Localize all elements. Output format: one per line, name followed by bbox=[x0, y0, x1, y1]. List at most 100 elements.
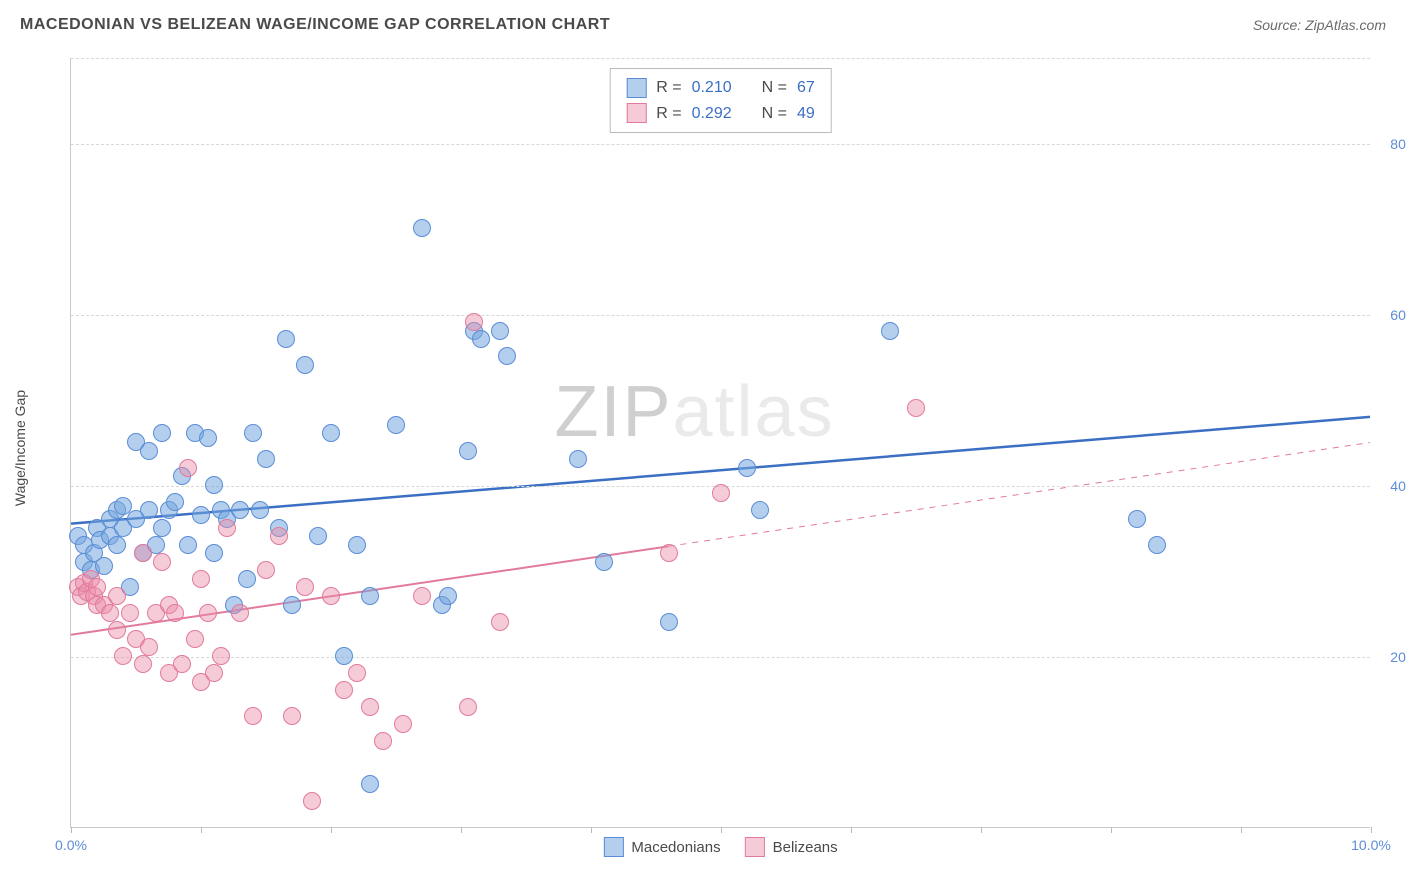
scatter-point bbox=[251, 501, 269, 519]
scatter-point bbox=[121, 604, 139, 622]
scatter-point bbox=[498, 347, 516, 365]
x-tick bbox=[1371, 827, 1372, 833]
x-tick bbox=[591, 827, 592, 833]
scatter-point bbox=[134, 655, 152, 673]
scatter-point bbox=[413, 219, 431, 237]
scatter-point bbox=[738, 459, 756, 477]
y-tick-label: 40.0% bbox=[1390, 478, 1406, 494]
scatter-point bbox=[199, 429, 217, 447]
n-label: N = bbox=[762, 101, 787, 127]
scatter-point bbox=[244, 707, 262, 725]
scatter-point bbox=[153, 553, 171, 571]
grid-line bbox=[71, 144, 1370, 145]
scatter-point bbox=[335, 681, 353, 699]
scatter-point bbox=[491, 322, 509, 340]
scatter-point bbox=[134, 544, 152, 562]
scatter-point bbox=[179, 536, 197, 554]
scatter-point bbox=[108, 536, 126, 554]
scatter-point bbox=[114, 647, 132, 665]
x-tick bbox=[1241, 827, 1242, 833]
scatter-point bbox=[413, 587, 431, 605]
x-tick bbox=[201, 827, 202, 833]
scatter-point bbox=[387, 416, 405, 434]
chart-header: MACEDONIAN VS BELIZEAN WAGE/INCOME GAP C… bbox=[20, 16, 1386, 34]
stats-row-pink: R = 0.292 N = 49 bbox=[626, 101, 815, 127]
scatter-point bbox=[751, 501, 769, 519]
legend-label-1: Macedonians bbox=[631, 839, 720, 856]
x-tick bbox=[461, 827, 462, 833]
y-tick-label: 20.0% bbox=[1390, 649, 1406, 665]
r-value-blue: 0.210 bbox=[692, 75, 732, 101]
stats-row-blue: R = 0.210 N = 67 bbox=[626, 75, 815, 101]
scatter-point bbox=[108, 587, 126, 605]
y-axis-label: Wage/Income Gap bbox=[12, 390, 28, 506]
scatter-point bbox=[881, 322, 899, 340]
scatter-plot-area: ZIPatlas R = 0.210 N = 67 R = 0.292 N = … bbox=[70, 58, 1370, 828]
swatch-pink-icon bbox=[626, 103, 646, 123]
x-tick-label: 0.0% bbox=[55, 837, 87, 853]
scatter-point bbox=[231, 604, 249, 622]
scatter-point bbox=[238, 570, 256, 588]
legend-macedonians: Macedonians bbox=[603, 837, 720, 857]
grid-line bbox=[71, 58, 1370, 59]
scatter-point bbox=[153, 519, 171, 537]
x-tick bbox=[721, 827, 722, 833]
scatter-point bbox=[192, 570, 210, 588]
grid-line bbox=[71, 657, 1370, 658]
scatter-point bbox=[303, 792, 321, 810]
scatter-point bbox=[231, 501, 249, 519]
scatter-point bbox=[257, 450, 275, 468]
scatter-point bbox=[283, 596, 301, 614]
scatter-point bbox=[140, 638, 158, 656]
scatter-point bbox=[348, 664, 366, 682]
legend-label-2: Belizeans bbox=[773, 839, 838, 856]
scatter-point bbox=[101, 604, 119, 622]
scatter-point bbox=[394, 715, 412, 733]
r-label: R = bbox=[656, 101, 681, 127]
scatter-point bbox=[205, 664, 223, 682]
scatter-point bbox=[309, 527, 327, 545]
scatter-point bbox=[212, 647, 230, 665]
scatter-point bbox=[335, 647, 353, 665]
scatter-point bbox=[595, 553, 613, 571]
scatter-point bbox=[140, 442, 158, 460]
scatter-point bbox=[472, 330, 490, 348]
x-tick bbox=[851, 827, 852, 833]
x-tick bbox=[981, 827, 982, 833]
scatter-point bbox=[192, 506, 210, 524]
x-tick bbox=[1111, 827, 1112, 833]
scatter-point bbox=[166, 493, 184, 511]
scatter-point bbox=[491, 613, 509, 631]
chart-title: MACEDONIAN VS BELIZEAN WAGE/INCOME GAP C… bbox=[20, 16, 610, 34]
grid-line bbox=[71, 315, 1370, 316]
r-label: R = bbox=[656, 75, 681, 101]
y-tick-label: 60.0% bbox=[1390, 307, 1406, 323]
watermark-prefix: ZIP bbox=[554, 372, 672, 452]
scatter-point bbox=[140, 501, 158, 519]
scatter-point bbox=[153, 424, 171, 442]
bottom-legend: Macedonians Belizeans bbox=[603, 837, 837, 857]
scatter-point bbox=[277, 330, 295, 348]
chart-container: Wage/Income Gap ZIPatlas R = 0.210 N = 6… bbox=[50, 48, 1390, 848]
scatter-point bbox=[1148, 536, 1166, 554]
scatter-point bbox=[1128, 510, 1146, 528]
n-value-blue: 67 bbox=[797, 75, 815, 101]
scatter-point bbox=[257, 561, 275, 579]
scatter-point bbox=[218, 519, 236, 537]
scatter-point bbox=[660, 613, 678, 631]
scatter-point bbox=[459, 698, 477, 716]
swatch-pink-icon bbox=[745, 837, 765, 857]
scatter-point bbox=[439, 587, 457, 605]
n-label: N = bbox=[762, 75, 787, 101]
scatter-point bbox=[283, 707, 301, 725]
scatter-point bbox=[186, 630, 204, 648]
source-label: Source: ZipAtlas.com bbox=[1253, 17, 1386, 33]
x-tick-label: 10.0% bbox=[1351, 837, 1391, 853]
y-tick-label: 80.0% bbox=[1390, 136, 1406, 152]
scatter-point bbox=[179, 459, 197, 477]
scatter-point bbox=[108, 621, 126, 639]
watermark: ZIPatlas bbox=[554, 371, 834, 453]
scatter-point bbox=[322, 587, 340, 605]
scatter-point bbox=[322, 424, 340, 442]
scatter-point bbox=[361, 587, 379, 605]
